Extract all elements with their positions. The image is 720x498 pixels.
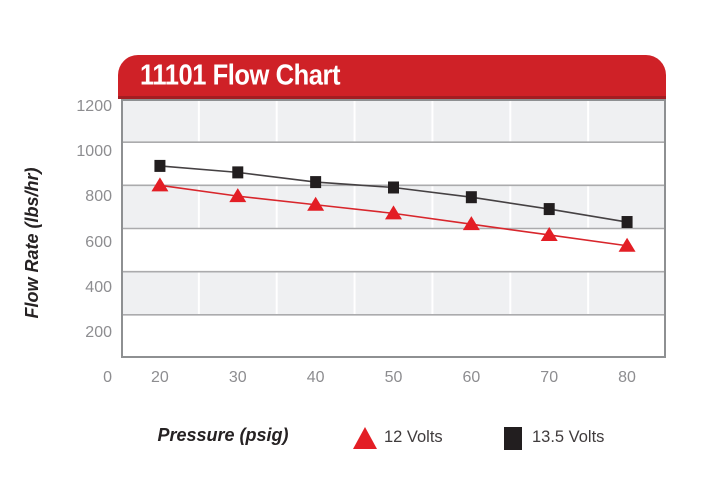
x-tick-label: 30 [228,369,247,386]
plot-border [121,99,666,358]
y-tick-label: 800 [85,188,112,206]
x-tick-label: 50 [384,369,403,386]
marker-square-13-5-volts [543,203,555,216]
plot-area [121,99,666,358]
y-tick-label: 1200 [76,98,112,115]
marker-square-13-5-volts [388,181,399,194]
legend-square-icon [504,427,522,450]
marker-triangle-12-volts [151,177,169,192]
gray-band [121,99,666,143]
x-tick-label: 20 [151,369,169,386]
y-tick-label: 1000 [76,143,112,161]
y-tick-label: 400 [85,278,112,296]
marker-triangle-12-volts [307,196,325,211]
gray-band [121,271,666,315]
legend-label-13-5-volts: 13.5 Volts [532,427,605,446]
y-tick-label: 200 [85,323,112,341]
marker-square-13-5-volts [232,166,244,179]
chart-title: 11101 Flow Chart [140,59,341,91]
marker-triangle-12-volts [618,237,636,252]
marker-square-13-5-volts [310,176,322,189]
marker-triangle-12-volts [540,226,558,241]
x-tick-label: 60 [462,369,481,386]
legend-label-12-volts: 12 Volts [384,427,443,446]
chart-title-banner: 11101 Flow Chart [118,55,666,99]
marker-triangle-12-volts [462,216,480,231]
marker-square-13-5-volts [154,159,166,172]
marker-square-13-5-volts [621,216,633,229]
y-tick-label: 600 [85,233,112,251]
marker-triangle-12-volts [229,188,247,203]
x-tick-label: 70 [540,369,559,386]
chart-svg [121,99,666,358]
x-tick-label: 40 [306,369,325,386]
x-axis-title: Pressure (psig) [157,425,289,445]
x-tick-label: 80 [618,369,636,386]
y-tick-label: 0 [103,369,112,386]
legend-triangle-icon [353,427,377,449]
marker-triangle-12-volts [385,205,402,220]
marker-square-13-5-volts [465,191,477,204]
